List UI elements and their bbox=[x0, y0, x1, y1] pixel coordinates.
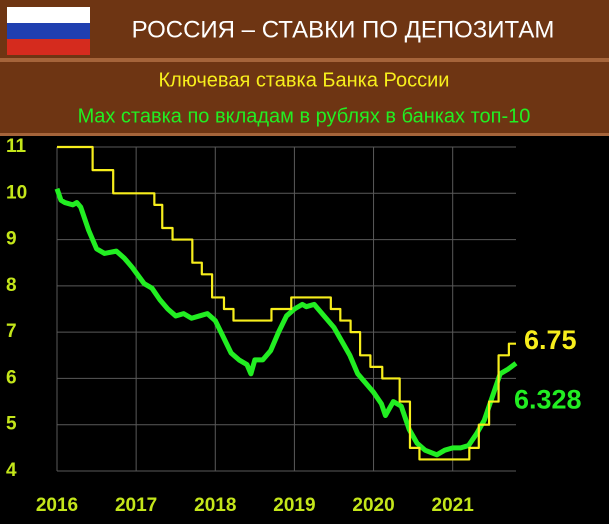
value-label: 6.328 bbox=[514, 384, 582, 414]
y-tick-label: 7 bbox=[6, 321, 17, 342]
y-tick-label: 4 bbox=[6, 460, 17, 481]
y-tick-label: 10 bbox=[6, 182, 27, 203]
divider bbox=[0, 133, 609, 136]
y-tick-label: 5 bbox=[6, 414, 17, 435]
divider bbox=[0, 58, 609, 62]
series-line bbox=[54, 187, 518, 458]
x-tick-label: 2018 bbox=[194, 495, 236, 516]
x-tick-label: 2019 bbox=[273, 495, 315, 516]
flag-stripe bbox=[7, 7, 90, 23]
x-tick-label: 2017 bbox=[115, 495, 157, 516]
y-tick-label: 9 bbox=[6, 229, 17, 250]
value-label: 6.75 bbox=[524, 325, 577, 355]
flag-stripe bbox=[7, 23, 90, 39]
legend-label: Max ставка по вкладам в рублях в банках … bbox=[78, 105, 531, 127]
x-tick-label: 2016 bbox=[36, 495, 78, 516]
y-tick-label: 11 bbox=[6, 136, 27, 157]
x-tick-label: 2020 bbox=[352, 495, 394, 516]
flag-stripe bbox=[7, 39, 90, 55]
flag bbox=[7, 7, 90, 55]
y-tick-label: 6 bbox=[6, 367, 17, 388]
series-line bbox=[57, 145, 516, 461]
legend-label: Ключевая ставка Банка России bbox=[159, 69, 450, 91]
y-tick-label: 8 bbox=[6, 275, 17, 296]
x-tick-label: 2021 bbox=[432, 495, 475, 516]
plot-background bbox=[0, 136, 609, 524]
chart-title: РОССИЯ – СТАВКИ ПО ДЕПОЗИТАМ bbox=[132, 16, 555, 43]
